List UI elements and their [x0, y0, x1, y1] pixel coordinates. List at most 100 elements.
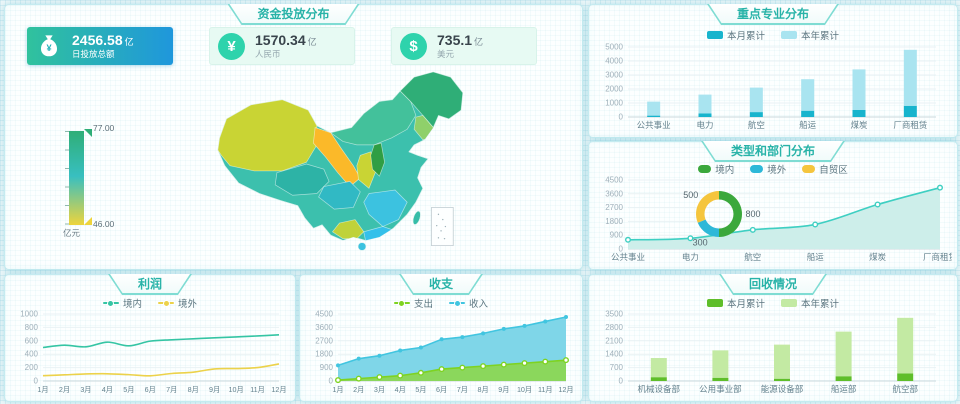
panel-title: 重点专业分布: [707, 4, 839, 24]
legend-label: 本月累计: [726, 31, 765, 42]
legend-item[interactable]: 境外: [750, 162, 786, 176]
legend-marker: [102, 299, 119, 307]
legend-item[interactable]: 本月累计: [706, 296, 765, 310]
svg-text:9月: 9月: [498, 385, 509, 394]
scale-unit: 亿元: [63, 228, 81, 238]
legend-label: 境外: [767, 165, 787, 176]
svg-text:0: 0: [619, 377, 624, 386]
svg-text:0: 0: [329, 377, 334, 386]
svg-text:厂商租赁: 厂商租赁: [923, 252, 952, 262]
balance-area-chart[interactable]: 0 900 1800 2700 3600 4500 1月 2月 3月 4月 5月 6月 7月 8月 9月 10…: [304, 310, 578, 397]
scale-gradient-bar[interactable]: [69, 131, 84, 225]
legend-label: 境外: [178, 299, 198, 310]
panel-title: 利润: [108, 274, 192, 294]
legend-item[interactable]: 自贸区: [802, 162, 848, 176]
svg-text:煤炭: 煤炭: [869, 252, 887, 262]
legend-marker: [698, 165, 712, 173]
legend-label: 支出: [413, 299, 433, 310]
svg-text:电力: 电力: [696, 120, 713, 130]
profit-panel: 利润 境内 境外 0 200 400 600 800 1000 1月 2月 3月 4月 5月 6月 7月 8…: [4, 274, 296, 402]
stat-label: 美元: [437, 49, 455, 60]
profit-line-chart[interactable]: 0 200 400 600 800 1000 1月 2月 3月 4月 5月 6月 7月 8月 9月 10月 11…: [9, 310, 291, 397]
legend-label: 收入: [469, 299, 489, 310]
svg-text:2700: 2700: [315, 336, 333, 345]
legend-label: 本年累计: [801, 31, 840, 42]
south-china-sea-inset: [431, 207, 454, 246]
svg-text:500: 500: [683, 190, 698, 200]
map-color-scale: 77.00 46.00 亿元: [61, 123, 131, 241]
svg-text:2800: 2800: [605, 323, 623, 332]
svg-text:400: 400: [25, 350, 39, 359]
panel-title-tab: 收支: [399, 274, 483, 295]
panel-title-tab: 类型和部门分布: [701, 141, 845, 162]
svg-text:2100: 2100: [605, 336, 623, 345]
svg-text:12月: 12月: [271, 385, 286, 394]
svg-text:1月: 1月: [37, 385, 48, 394]
svg-text:3600: 3600: [605, 189, 623, 198]
recovery-bar-chart[interactable]: 0 700 1400 2100 2800 3500 机械设备部 公用事业部 能源设备部 船运部 航空…: [594, 310, 952, 397]
svg-text:900: 900: [610, 231, 624, 240]
legend-item[interactable]: 本年累计: [781, 28, 839, 42]
stat-cards: ¥ 2456.58 亿 日投放总额 ¥ 1570.34 亿 人民币 $ 735.1 亿: [27, 27, 537, 65]
legend-marker: [158, 299, 174, 307]
stat-label: 人民币: [255, 49, 281, 60]
china-map[interactable]: [173, 65, 525, 263]
type-dept-donut-chart[interactable]: 800 300 500: [673, 178, 785, 252]
svg-text:4500: 4500: [605, 176, 623, 185]
legend-item[interactable]: 境内: [102, 296, 142, 310]
svg-text:7月: 7月: [457, 385, 468, 394]
legend-item[interactable]: 本年累计: [781, 296, 839, 310]
svg-text:4000: 4000: [605, 57, 623, 66]
map-region-taiwan: [412, 210, 421, 225]
stat-card-rmb: ¥ 1570.34 亿 人民币: [209, 27, 355, 65]
svg-text:0: 0: [34, 377, 39, 386]
svg-text:10月: 10月: [228, 385, 243, 394]
stat-unit: 亿: [124, 36, 134, 47]
fund-distribution-panel: 资金投放分布 ¥ 2456.58 亿 日投放总额 ¥ 1570.34 亿: [4, 4, 583, 270]
legend-item[interactable]: 境外: [158, 296, 197, 310]
svg-text:300: 300: [693, 237, 708, 247]
svg-text:电力: 电力: [682, 252, 699, 262]
legend-label: 境内: [122, 299, 142, 310]
svg-text:11月: 11月: [538, 385, 553, 394]
svg-text:3000: 3000: [605, 71, 623, 80]
type-dept-area-chart[interactable]: 0 900 1800 2700 3600 4500 公共事业 电力 航空 船运 煤炭 厂商租赁: [594, 176, 952, 265]
svg-text:船运: 船运: [807, 252, 825, 262]
map-region-northeast: [399, 71, 463, 129]
legend-item[interactable]: 本月累计: [706, 28, 765, 42]
panel-title: 回收情况: [719, 274, 827, 294]
svg-text:2月: 2月: [59, 385, 70, 394]
svg-text:2月: 2月: [353, 385, 364, 394]
svg-text:1月: 1月: [332, 385, 343, 394]
chart-legend: 境内 境外 自贸区: [589, 162, 957, 176]
legend-marker: [781, 299, 797, 307]
svg-text:7月: 7月: [166, 385, 177, 394]
scale-max-value: 77.00: [93, 123, 115, 133]
svg-text:200: 200: [25, 363, 39, 372]
svg-text:900: 900: [320, 363, 334, 372]
chart-legend: 支出 收入: [300, 296, 582, 310]
key-industry-bar-chart[interactable]: 0 1000 2000 3000 4000 5000 公共事业 电力 航空 船运 煤炭 厂商租赁: [594, 43, 952, 133]
map-region-qinghai: [274, 163, 330, 196]
map-region-xinjiang: [217, 99, 318, 172]
recovery-panel: 回收情况 本月累计 本年累计 0 700 1400 2100 2800 3500 机械设备部 公…: [588, 274, 958, 402]
legend-label: 境内: [715, 165, 735, 176]
svg-text:3月: 3月: [80, 385, 91, 394]
svg-text:5月: 5月: [415, 385, 426, 394]
svg-text:8月: 8月: [477, 385, 488, 394]
map-region-central: [363, 189, 408, 227]
panel-title-tab: 利润: [108, 274, 192, 295]
svg-text:公共事业: 公共事业: [637, 120, 671, 130]
legend-marker: [750, 165, 764, 173]
map-region-hainan: [357, 242, 367, 251]
svg-text:¥: ¥: [46, 43, 52, 53]
legend-marker: [393, 299, 410, 307]
legend-item[interactable]: 支出: [393, 296, 433, 310]
svg-text:1800: 1800: [605, 217, 623, 226]
legend-item[interactable]: 境内: [698, 162, 734, 176]
legend-item[interactable]: 收入: [449, 296, 488, 310]
svg-text:6月: 6月: [145, 385, 156, 394]
panel-title-tab: 资金投放分布: [227, 4, 359, 25]
scale-min-marker: [84, 217, 92, 225]
